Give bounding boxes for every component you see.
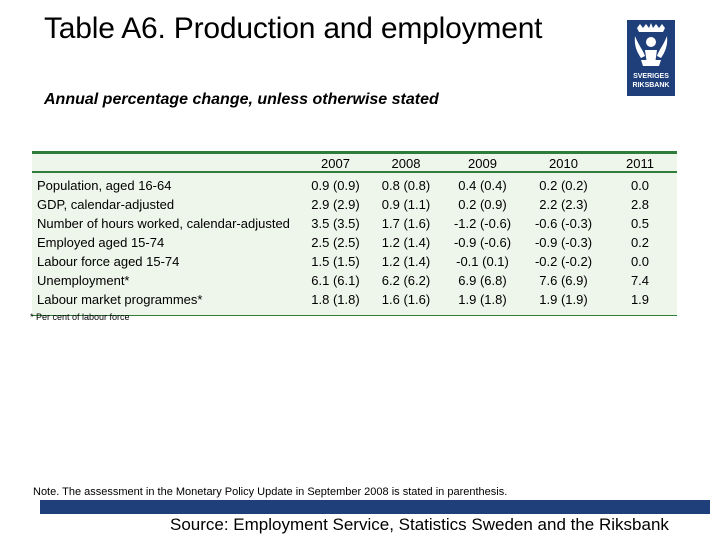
table-cell: -1.2 (-0.6) xyxy=(453,216,512,231)
svg-text:SVERIGES: SVERIGES xyxy=(633,73,669,80)
column-header-2011: 2011 xyxy=(603,154,677,173)
table-cell: -0.1 (0.1) xyxy=(456,254,509,269)
table-cell: -0.6 (-0.3) xyxy=(534,216,593,231)
table-cell: -0.9 (-0.3) xyxy=(534,235,593,250)
page-subtitle: Annual percentage change, unless otherwi… xyxy=(44,91,439,108)
footer-rule xyxy=(40,500,710,514)
column-header-2009: 2009 xyxy=(441,154,524,173)
table-cell: 1.9 (1.9) xyxy=(539,292,588,307)
table-cell: 2.2 (2.3) xyxy=(539,197,588,212)
table-cell: 6.9 (6.8) xyxy=(458,273,507,288)
column-header-2007: 2007 xyxy=(300,154,371,173)
table-cell: 7.6 (6.9) xyxy=(539,273,588,288)
row-label: Labour market programmes* xyxy=(37,292,203,307)
table-cell: 0.2 (0.2) xyxy=(539,178,588,193)
table-cell: 0.0 xyxy=(630,178,650,193)
table-cell: 3.5 (3.5) xyxy=(311,216,360,231)
row-label: Unemployment* xyxy=(37,273,130,288)
row-label: GDP, calendar-adjusted xyxy=(37,197,175,212)
row-label: Employed aged 15-74 xyxy=(37,235,165,250)
assessment-note: Note. The assessment in the Monetary Pol… xyxy=(33,486,508,498)
table-cell: 0.0 xyxy=(630,254,650,269)
table-cell: 1.9 (1.8) xyxy=(458,292,507,307)
table-cell: 6.1 (6.1) xyxy=(311,273,360,288)
row-label: Labour force aged 15-74 xyxy=(37,254,180,269)
table-cell: 0.8 (0.8) xyxy=(381,178,431,193)
table-cell: 1.9 xyxy=(630,292,650,307)
column-header-2008: 2008 xyxy=(371,154,441,173)
table-cell: 0.2 (0.9) xyxy=(458,197,507,212)
table-cell: 2.9 (2.9) xyxy=(311,197,360,212)
table-cell: 0.9 (1.1) xyxy=(381,197,431,212)
table-cell: 2.8 xyxy=(630,197,650,212)
table-cell: 0.2 xyxy=(630,235,650,250)
table-cell: 0.9 (0.9) xyxy=(311,178,360,193)
table-cell: 2.5 (2.5) xyxy=(311,235,360,250)
page-title: Table A6. Production and employment xyxy=(44,12,543,45)
table-cell: -0.9 (-0.6) xyxy=(453,235,512,250)
row-label: Number of hours worked, calendar-adjuste… xyxy=(37,216,290,231)
table-cell: -0.2 (-0.2) xyxy=(534,254,593,269)
table-row: Labour force aged 15-74 1.5 (1.5) 1.2 (1… xyxy=(32,252,677,271)
column-header-2010: 2010 xyxy=(524,154,603,173)
data-table-panel: 2007 2008 2009 2010 2011 Population, age… xyxy=(32,151,677,316)
table-row: Employed aged 15-74 2.5 (2.5) 1.2 (1.4) … xyxy=(32,233,677,252)
table-row: Unemployment* 6.1 (6.1) 6.2 (6.2) 6.9 (6… xyxy=(32,271,677,290)
table-cell: 1.7 (1.6) xyxy=(381,216,431,231)
svg-text:RIKSBANK: RIKSBANK xyxy=(633,82,670,89)
row-label: Population, aged 16-64 xyxy=(37,178,172,193)
table-cell: 1.2 (1.4) xyxy=(381,254,431,269)
table-cell: 6.2 (6.2) xyxy=(381,273,431,288)
table-cell: 1.5 (1.5) xyxy=(311,254,360,269)
table-cell: 0.4 (0.4) xyxy=(458,178,507,193)
table-cell: 1.6 (1.6) xyxy=(381,292,431,307)
table-cell: 1.8 (1.8) xyxy=(311,292,360,307)
production-employment-table: 2007 2008 2009 2010 2011 Population, age… xyxy=(32,154,677,309)
riksbank-logo: SVERIGES RIKSBANK xyxy=(627,20,675,96)
table-cell: 1.2 (1.4) xyxy=(381,235,431,250)
crown-emblem-icon xyxy=(634,23,668,66)
table-row: Number of hours worked, calendar-adjuste… xyxy=(32,214,677,233)
table-footnote: * Per cent of labour force xyxy=(30,312,130,322)
table-cell: 7.4 xyxy=(630,273,650,288)
source-line: Source: Employment Service, Statistics S… xyxy=(168,514,671,536)
table-row: Population, aged 16-64 0.9 (0.9) 0.8 (0.… xyxy=(32,172,677,195)
table-row: GDP, calendar-adjusted 2.9 (2.9) 0.9 (1.… xyxy=(32,195,677,214)
table-header-row: 2007 2008 2009 2010 2011 xyxy=(32,154,677,173)
table-cell: 0.5 xyxy=(630,216,650,231)
column-header-label xyxy=(32,154,300,173)
table-row: Labour market programmes* 1.8 (1.8) 1.6 … xyxy=(32,290,677,309)
